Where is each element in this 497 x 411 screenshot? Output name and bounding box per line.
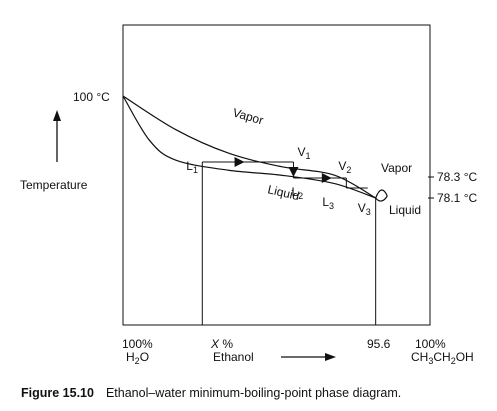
x-tick-x-pct: X %	[210, 337, 233, 351]
region-label-liquid-right: Liquid	[389, 203, 421, 217]
condense-line-1-arrow	[288, 167, 299, 177]
point-label-v3: V3	[358, 201, 371, 217]
x-tick-azeotrope: 95.6	[367, 337, 391, 351]
x-axis-arrow-head	[325, 353, 336, 361]
curve-liquid-1	[122, 95, 376, 199]
point-label-l3: L3	[322, 195, 334, 211]
plot-frame	[122, 24, 431, 326]
x-tick-water-formula: H2O	[126, 350, 149, 366]
y-tick-78-1: 78.1 °C	[437, 191, 477, 205]
figure-caption: Figure 15.10 Ethanol–water minimum-boilin…	[21, 386, 401, 400]
point-label-v2: V2	[338, 159, 351, 175]
y-axis-label: Temperature	[20, 178, 88, 192]
x-tick-water-pct: 100%	[122, 337, 153, 351]
x-tick-ethanol-formula: CH3CH2OH	[411, 350, 474, 366]
point-labels: L1 V1 L2 V2 L3 V3	[186, 145, 370, 217]
y-tick-78-3: 78.3 °C	[437, 170, 477, 184]
curve-vapor-2	[375, 189, 388, 199]
phase-curves	[122, 95, 388, 202]
tie-line-2-arrow	[321, 173, 332, 183]
construction-lines	[201, 157, 377, 325]
region-label-vapor: Vapor	[231, 105, 265, 127]
x-tick-ethanol-pct: 100%	[415, 337, 446, 351]
tie-line-1-arrow	[234, 157, 245, 167]
point-label-l2: L2	[291, 185, 303, 201]
curve-liquid-3	[375, 195, 388, 202]
curve-vapor-0	[122, 95, 376, 199]
x-axis-label: Ethanol	[213, 350, 254, 364]
point-label-l1: L1	[186, 159, 198, 175]
temperature-arrow-head	[53, 110, 61, 121]
point-label-v1: V1	[297, 145, 310, 161]
y-tick-100: 100 °C	[73, 90, 110, 104]
region-label-vapor-right: Vapor	[381, 161, 412, 175]
